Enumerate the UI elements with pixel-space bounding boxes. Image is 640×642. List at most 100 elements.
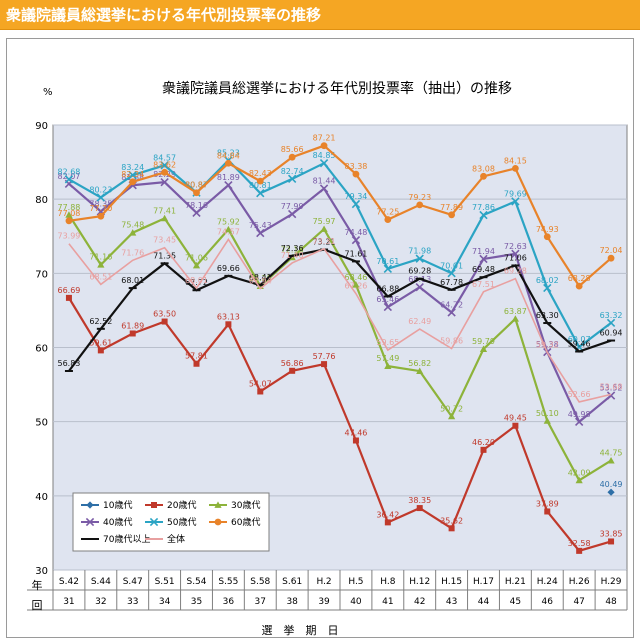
legend-label: 40歳代 bbox=[103, 516, 132, 528]
x-tick-label: S.42 bbox=[59, 577, 79, 587]
data-label: 74.57 bbox=[217, 227, 240, 236]
data-point bbox=[352, 170, 360, 178]
session-label: 35 bbox=[191, 597, 202, 607]
data-label: 71.98 bbox=[408, 247, 431, 256]
data-label: 32.58 bbox=[568, 539, 591, 548]
legend-label: 60歳代 bbox=[231, 516, 260, 528]
data-label: 37.89 bbox=[536, 499, 559, 508]
data-label: 57.81 bbox=[185, 352, 208, 361]
data-label: 68.41 bbox=[249, 273, 272, 282]
data-label: 82.74 bbox=[281, 167, 304, 176]
data-point bbox=[97, 347, 104, 354]
data-label: 85.23 bbox=[217, 148, 240, 157]
data-point bbox=[575, 417, 584, 426]
data-point bbox=[544, 508, 551, 515]
y-tick-label: 80 bbox=[35, 195, 48, 206]
data-label: 59.38 bbox=[536, 340, 559, 349]
data-label: 69.48 bbox=[472, 265, 495, 274]
data-point bbox=[320, 142, 328, 150]
data-label: 65.46 bbox=[376, 295, 399, 304]
data-point bbox=[160, 178, 169, 187]
data-point bbox=[543, 417, 551, 424]
data-label: 63.32 bbox=[600, 311, 623, 320]
data-label: 77.89 bbox=[440, 203, 463, 212]
session-label: 31 bbox=[63, 597, 74, 607]
session-label: 45 bbox=[510, 597, 521, 607]
data-point bbox=[606, 391, 616, 400]
data-label: 52.66 bbox=[568, 390, 591, 399]
data-label: 69.66 bbox=[217, 264, 240, 273]
x-tick-label: H.5 bbox=[348, 577, 363, 587]
session-label: 48 bbox=[605, 597, 617, 607]
series-line bbox=[68, 297, 612, 553]
data-label: 75.48 bbox=[121, 221, 144, 230]
x-tick-label: S.54 bbox=[186, 577, 206, 587]
data-point bbox=[192, 261, 201, 269]
data-point bbox=[97, 212, 105, 220]
data-label: 50.10 bbox=[536, 409, 559, 418]
data-point bbox=[511, 197, 520, 206]
data-point bbox=[224, 225, 232, 233]
data-label: 71.06 bbox=[504, 253, 527, 262]
data-point bbox=[384, 362, 392, 369]
y-tick-label: 70 bbox=[35, 269, 48, 280]
data-point bbox=[383, 302, 392, 312]
data-label: 73.99 bbox=[57, 232, 80, 241]
data-label: 44.75 bbox=[600, 449, 623, 458]
data-point bbox=[96, 193, 105, 202]
data-point bbox=[383, 264, 392, 273]
session-label: 36 bbox=[223, 597, 235, 607]
legend-box bbox=[72, 492, 270, 552]
session-label: 46 bbox=[542, 597, 554, 607]
data-point bbox=[352, 281, 360, 288]
data-label: 74.48 bbox=[344, 228, 367, 237]
data-label: 72.36 bbox=[281, 244, 304, 253]
plot-area-group: 30 40 50 60 70 80 90 S.42 31 S.44 32 S.47 33 S.51 34 S.… bbox=[27, 121, 628, 611]
session-label: 39 bbox=[318, 597, 330, 607]
data-label: 72.15 bbox=[281, 245, 304, 254]
data-point bbox=[352, 437, 359, 444]
data-label: 59.46 bbox=[568, 340, 591, 349]
data-point bbox=[97, 261, 105, 268]
data-label: 61.89 bbox=[121, 321, 144, 330]
data-label: 69.28 bbox=[408, 267, 431, 276]
data-point bbox=[351, 235, 361, 245]
data-point bbox=[607, 254, 615, 262]
session-label: 41 bbox=[382, 597, 393, 607]
data-point bbox=[161, 214, 169, 222]
data-label: 81.89 bbox=[217, 173, 240, 182]
data-label: 53.68 bbox=[600, 382, 623, 391]
data-point bbox=[511, 249, 520, 258]
data-label: 66.88 bbox=[376, 284, 399, 293]
y-tick-label: 90 bbox=[35, 121, 48, 132]
data-label: 85.66 bbox=[281, 145, 304, 154]
data-label: 38.35 bbox=[408, 496, 431, 505]
data-label: 63.87 bbox=[504, 307, 527, 316]
data-point bbox=[214, 501, 222, 508]
y-axis-unit: % bbox=[43, 87, 53, 98]
data-point bbox=[65, 294, 72, 301]
legend-label: 10歳代 bbox=[103, 499, 132, 511]
data-point bbox=[256, 177, 264, 185]
data-label: 77.88 bbox=[57, 203, 80, 212]
data-label: 63.50 bbox=[153, 310, 176, 319]
data-label: 77.41 bbox=[153, 206, 176, 215]
data-point bbox=[256, 228, 265, 238]
series-line bbox=[68, 248, 612, 372]
data-point bbox=[447, 308, 456, 317]
x-tick-label: H.2 bbox=[316, 577, 331, 587]
data-point bbox=[416, 505, 423, 512]
data-point bbox=[319, 184, 329, 193]
data-label: 67.94 bbox=[249, 277, 272, 286]
legend-label: 50歳代 bbox=[167, 516, 196, 528]
data-point bbox=[479, 254, 488, 264]
data-label: 77.70 bbox=[89, 204, 112, 213]
data-label: 62.52 bbox=[89, 317, 112, 326]
data-point bbox=[289, 367, 296, 374]
x-tick-label: H.26 bbox=[569, 577, 590, 587]
data-label: 77.25 bbox=[376, 208, 399, 217]
data-point bbox=[193, 360, 200, 367]
data-point bbox=[448, 412, 456, 420]
y-tick-label: 60 bbox=[35, 344, 48, 355]
page-header: 衆議院議員総選挙における年代別投票率の推移 bbox=[0, 0, 640, 30]
